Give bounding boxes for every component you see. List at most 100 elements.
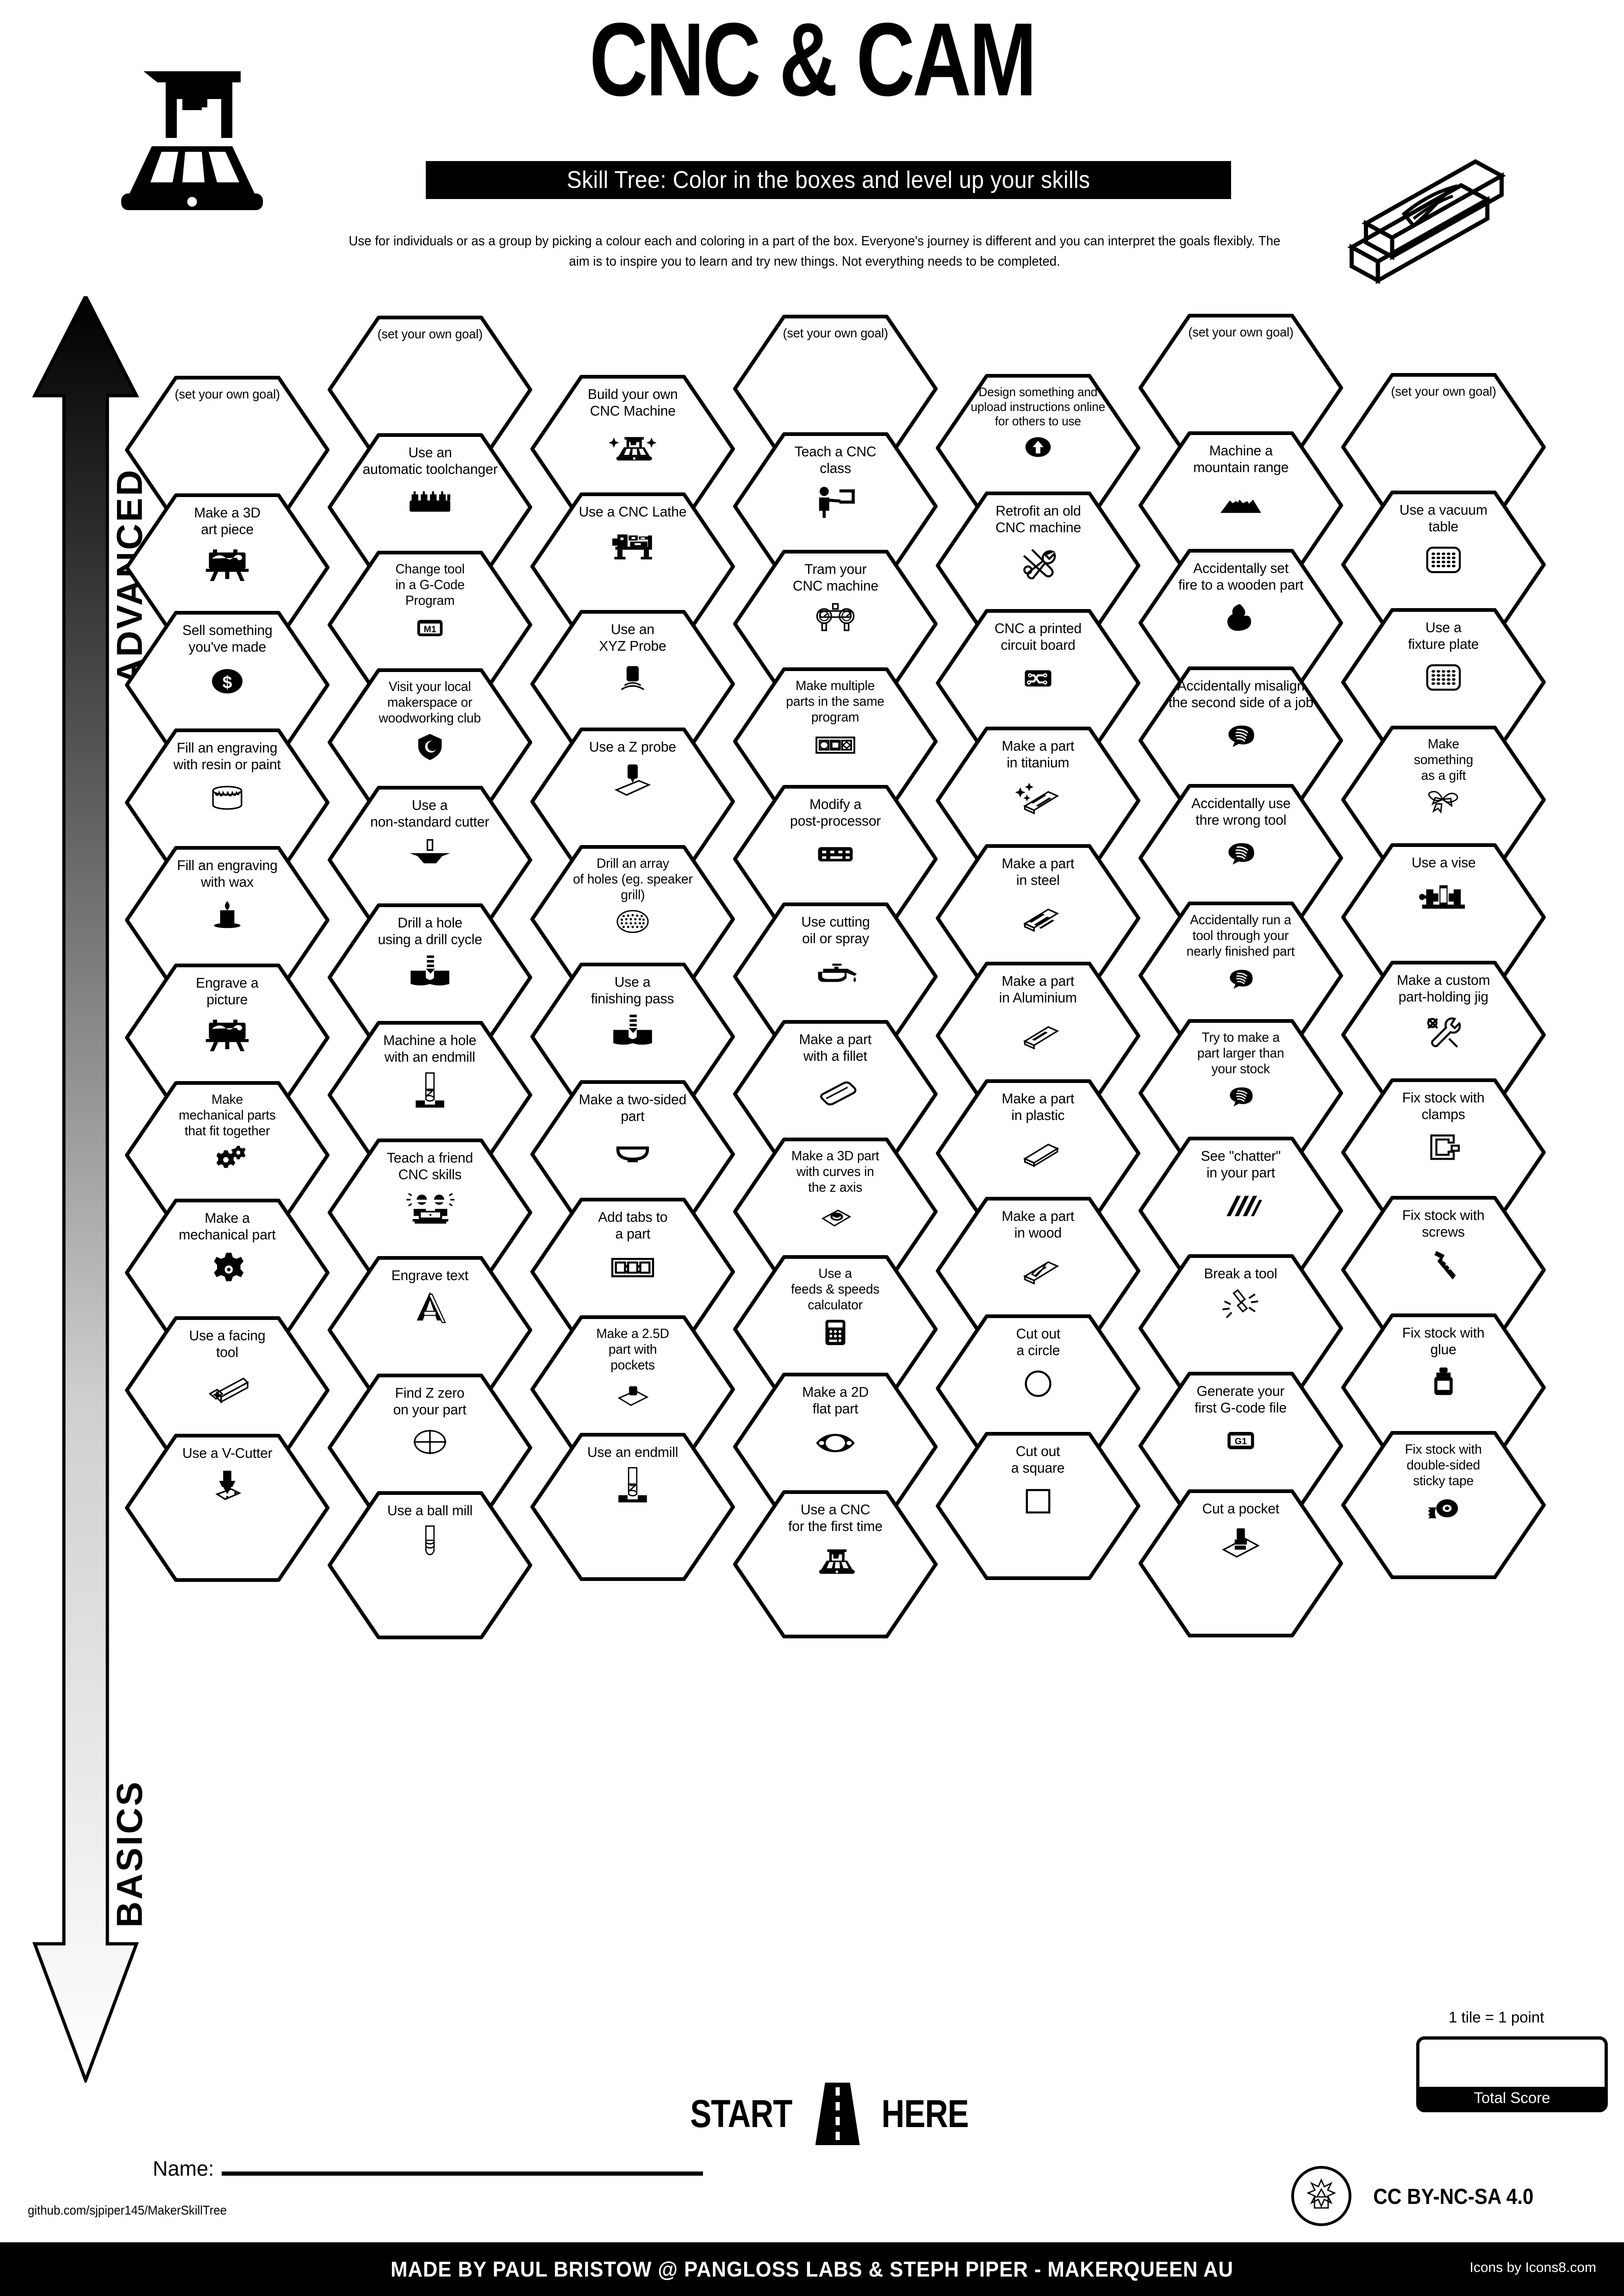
skill-hex-tile[interactable]: Use a facing tool: [124, 1315, 330, 1465]
skill-hex-tile[interactable]: Make multiple parts in the same program: [732, 666, 939, 816]
mountain-icon: [1215, 481, 1266, 523]
skill-hex-tile[interactable]: Fix stock with double-sided sticky tape: [1340, 1430, 1547, 1580]
subtitle-text: Skill Tree: Color in the boxes and level…: [566, 167, 1090, 193]
start-here-marker: START HERE: [662, 2083, 995, 2145]
road-dash: [835, 2117, 840, 2125]
skill-hex-tile[interactable]: Use a Z probe: [529, 727, 736, 877]
two-gears-icon: [202, 1141, 253, 1177]
skill-hex-tile[interactable]: Use an endmill: [529, 1432, 736, 1582]
hex-label: Make something as a gift: [1413, 737, 1474, 783]
two-people-laptop-icon: [404, 1188, 455, 1230]
skill-hex-tile[interactable]: Make a 2D flat part: [732, 1372, 939, 1522]
skill-hex-tile[interactable]: Use a CNC for the first time: [732, 1489, 939, 1639]
skill-hex-tile[interactable]: Fix stock with glue: [1340, 1313, 1547, 1462]
hex-label: Teach a CNC class: [794, 443, 877, 477]
skill-hex-tile[interactable]: Cut out a square: [935, 1431, 1141, 1581]
skill-hex-tile[interactable]: Teach a friend CNC skills: [327, 1138, 533, 1288]
name-label: Name:: [153, 2157, 214, 2180]
letter-a-icon: [404, 1288, 455, 1330]
github-link[interactable]: github.com/sjpiper145/MakerSkillTree: [28, 2203, 227, 2217]
skill-hex-tile[interactable]: Make mechanical parts that fit together: [124, 1080, 330, 1230]
endmill-hole-icon: [607, 1465, 658, 1507]
skill-hex-tile[interactable]: (set your own goal): [732, 314, 939, 464]
hex-content: Use a non-standard cutter: [349, 797, 511, 927]
skill-hex-tile[interactable]: Use a CNC Lathe: [529, 492, 736, 641]
map-pin-icon: [404, 728, 455, 765]
hex-content: (set your own goal): [349, 327, 511, 456]
skill-hex-tile[interactable]: Fill an engraving with resin or paint: [124, 728, 330, 877]
road-icon: [815, 2083, 860, 2145]
dial-gauges-icon: [810, 599, 861, 641]
skill-hex-tile[interactable]: Modify a post-processor: [732, 784, 939, 934]
hex-label: Cut out a circle: [1016, 1325, 1060, 1359]
wood-bar-icon: [1013, 1246, 1064, 1288]
skill-hex-tile[interactable]: Fix stock with screws: [1340, 1195, 1547, 1345]
easel-icon: [202, 543, 253, 585]
hex-content: (set your own goal): [754, 326, 916, 455]
hex-content: Fix stock with double-sided sticky tape: [1363, 1442, 1524, 1572]
hex-outline: [125, 1434, 330, 1582]
hex-outline: [936, 1432, 1140, 1580]
skill-hex-tile[interactable]: Machine a hole with an endmill: [327, 1020, 533, 1170]
skill-hex-tile[interactable]: Use an automatic toolchanger: [327, 432, 533, 582]
skill-hex-tile[interactable]: Use a fixture plate: [1340, 607, 1547, 757]
svg-text:G1: G1: [1235, 1436, 1247, 1446]
hex-label: Make a 2D flat part: [802, 1384, 869, 1417]
skill-hex-tile[interactable]: See "chatter" in your part: [1138, 1136, 1344, 1286]
hex-content: Make a part in Aluminium: [957, 973, 1119, 1102]
skill-hex-tile[interactable]: Make a 2.5D part with pockets: [529, 1314, 736, 1464]
skill-hex-tile[interactable]: Accidentally use thre wrong tool: [1138, 783, 1344, 933]
name-field-row[interactable]: Name:: [153, 2157, 703, 2181]
name-write-line[interactable]: [221, 2172, 703, 2176]
skill-hex-tile[interactable]: Make a part in wood: [935, 1196, 1141, 1346]
skill-hex-tile[interactable]: Make a part in titanium: [935, 726, 1141, 876]
skill-hex-tile[interactable]: Engrave a picture: [124, 963, 330, 1113]
skill-hex-tile[interactable]: Use a feeds & speeds calculator: [732, 1254, 939, 1404]
hex-label: Cut a pocket: [1202, 1500, 1280, 1517]
m1-code-icon: M1: [404, 611, 455, 647]
subtitle-banner: Skill Tree: Color in the boxes and level…: [426, 161, 1231, 199]
skill-hex-tile[interactable]: Use a vacuum table: [1340, 490, 1547, 640]
skill-hex-tile[interactable]: Visit your local makerspace or woodworking…: [327, 667, 533, 817]
hex-content: Make a part in titanium: [957, 738, 1119, 867]
hex-content: Use an endmill: [552, 1444, 714, 1574]
skill-hex-tile[interactable]: Make a mechanical part: [124, 1198, 330, 1348]
skill-hex-tile[interactable]: Make a custom part-holding jig: [1340, 960, 1547, 1110]
skill-hex-tile[interactable]: Use a ball mill: [327, 1490, 533, 1640]
skill-hex-tile[interactable]: Use a V-Cutter: [124, 1433, 330, 1583]
skill-hex-tile[interactable]: Accidentally set fire to a wooden part: [1138, 548, 1344, 698]
hex-label: Accidentally misalign the second side of …: [1168, 678, 1313, 711]
skill-hex-tile[interactable]: Fix stock with clamps: [1340, 1077, 1547, 1227]
hex-label: Make a part in Aluminium: [999, 973, 1077, 1006]
skill-hex-tile[interactable]: Accidentally run a tool through your nearl…: [1138, 901, 1344, 1051]
skill-hex-tile[interactable]: Drill a hole using a drill cycle: [327, 902, 533, 1052]
skill-hex-tile[interactable]: Try to make a part larger than your stock: [1138, 1018, 1344, 1168]
skill-hex-tile[interactable]: Use cutting oil or spray: [732, 902, 939, 1052]
skill-hex-tile[interactable]: Cut a pocket: [1138, 1488, 1344, 1638]
hex-label: Engrave a picture: [196, 975, 259, 1008]
hex-content: Add tabs to a part: [552, 1209, 714, 1338]
skill-hex-tile[interactable]: Use a non-standard cutter: [327, 785, 533, 935]
skill-hex-tile[interactable]: Make a part in plastic: [935, 1078, 1141, 1228]
skill-hex-tile[interactable]: Engrave text: [327, 1255, 533, 1405]
hex-content: Make multiple parts in the same program: [754, 678, 916, 808]
skill-hex-tile[interactable]: Change tool in a G-Code Program M1: [327, 550, 533, 700]
hex-label: Machine a mountain range: [1193, 442, 1289, 476]
total-score-box[interactable]: Total Score: [1416, 2036, 1608, 2112]
hex-content: Accidentally run a tool through your nearl…: [1160, 913, 1322, 1042]
hex-label: Make a part with a fillet: [799, 1031, 872, 1064]
pocket-icon: [1215, 1522, 1266, 1563]
hex-label: Machine a hole with an endmill: [383, 1032, 477, 1065]
clamp-icon: [1418, 1128, 1469, 1170]
hex-label: Tram your CNC machine: [792, 561, 878, 594]
hex-label: (set your own goal): [1188, 325, 1294, 339]
skill-hex-tile[interactable]: Generate your first G-code file G1: [1138, 1371, 1344, 1521]
skill-hex-tile[interactable]: Machine a mountain range: [1138, 430, 1344, 580]
skill-hex-tile[interactable]: Teach a CNC class: [732, 431, 939, 581]
skill-hex-tile[interactable]: (set your own goal): [1138, 313, 1344, 463]
skill-hex-tile[interactable]: Make a part in Aluminium: [935, 961, 1141, 1111]
hex-content: Design something and upload instructions …: [957, 385, 1119, 515]
endmill-hole-icon: [404, 1070, 455, 1112]
z-probe-icon: [607, 760, 658, 802]
skill-hex-tile[interactable]: Accidentally misalign the second side of …: [1138, 666, 1344, 815]
